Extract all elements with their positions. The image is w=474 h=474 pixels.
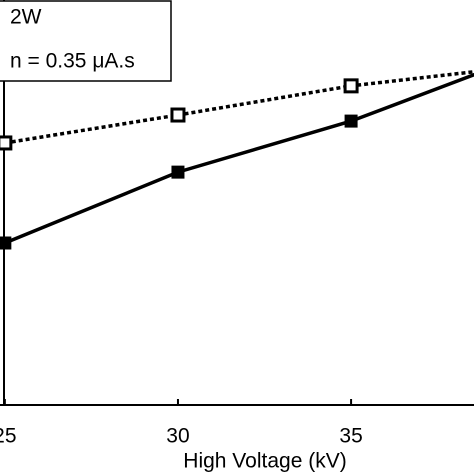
x-tick-label: 25: [0, 425, 17, 448]
marker: [171, 165, 185, 179]
legend-label: n = 0.35 μA.s: [10, 50, 135, 73]
legend-box: [0, 0, 172, 82]
legend-label: 2W: [10, 6, 42, 29]
x-axis-label: High Voltage (kV): [183, 450, 346, 473]
marker: [343, 78, 359, 94]
marker: [0, 236, 12, 250]
marker: [170, 107, 186, 123]
series-line: [4, 72, 474, 245]
x-tick-label: 35: [339, 425, 362, 448]
marker: [0, 135, 13, 151]
x-tick-label: 30: [166, 425, 189, 448]
series-line: [4, 70, 474, 145]
marker: [344, 114, 358, 128]
